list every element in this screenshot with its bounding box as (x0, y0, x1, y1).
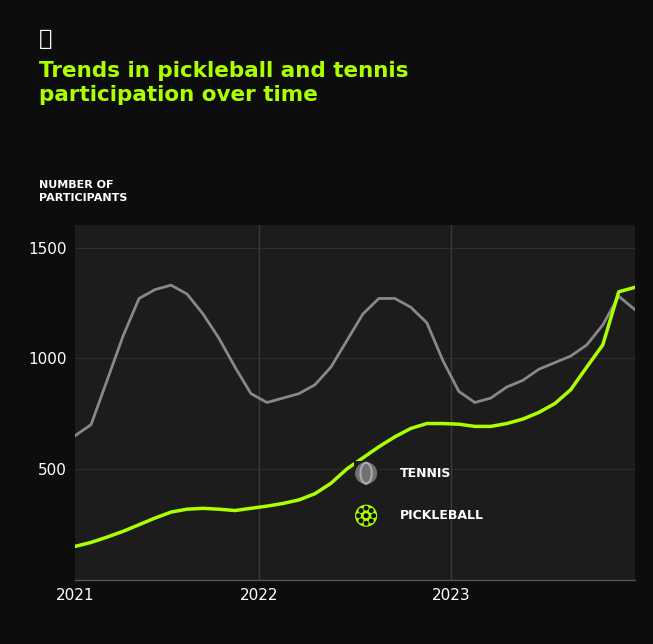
Circle shape (370, 509, 373, 512)
Text: :  (39, 29, 52, 49)
Text: TENNIS: TENNIS (400, 467, 451, 480)
Circle shape (359, 519, 362, 523)
Circle shape (364, 514, 368, 517)
Text: Trends in pickleball and tennis
participation over time: Trends in pickleball and tennis particip… (39, 61, 409, 105)
Circle shape (372, 514, 375, 517)
Ellipse shape (356, 506, 376, 526)
Circle shape (370, 519, 373, 523)
Circle shape (357, 514, 360, 517)
Ellipse shape (356, 463, 376, 484)
Circle shape (364, 506, 368, 510)
Circle shape (359, 509, 362, 512)
Circle shape (364, 522, 368, 525)
Text: PICKLEBALL: PICKLEBALL (400, 509, 484, 522)
Text: NUMBER OF
PARTICIPANTS: NUMBER OF PARTICIPANTS (39, 180, 127, 203)
